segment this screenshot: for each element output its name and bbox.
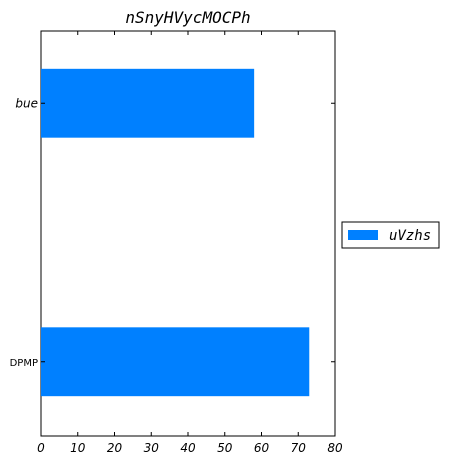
x-tick-label: 60 bbox=[254, 441, 270, 455]
x-tick-label: 10 bbox=[70, 441, 86, 455]
legend-label: uVzhs bbox=[389, 228, 431, 244]
y-tick-label: bue bbox=[15, 96, 38, 110]
bar-bue bbox=[41, 68, 255, 138]
x-tick-label: 80 bbox=[327, 441, 343, 455]
x-tick-label: 50 bbox=[217, 441, 233, 455]
x-tick-label: 20 bbox=[107, 441, 123, 455]
chart-title: nSnyHVycMOCPh bbox=[125, 8, 250, 27]
plot-area: bue DPMP 0 10 20 30 40 50 60 70 80 bbox=[10, 30, 343, 455]
legend: uVzhs bbox=[341, 221, 440, 249]
x-tick-label: 0 bbox=[37, 441, 45, 455]
x-tick-label: 70 bbox=[291, 441, 307, 455]
bar-dpmp bbox=[41, 327, 310, 397]
x-tick-label: 30 bbox=[144, 441, 160, 455]
y-tick-label: DPMP bbox=[10, 358, 38, 369]
x-tick-label: 40 bbox=[180, 441, 196, 455]
legend-swatch bbox=[348, 230, 378, 240]
